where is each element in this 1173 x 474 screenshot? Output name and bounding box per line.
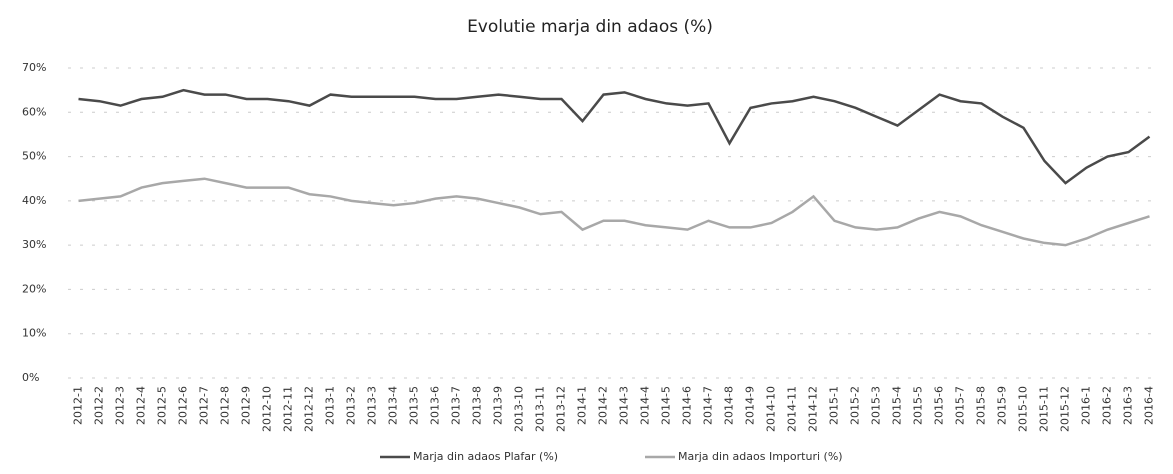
x-tick-label: 2013-2 xyxy=(345,386,358,425)
x-tick-label: 2012-6 xyxy=(177,386,190,425)
x-tick-label: 2013-11 xyxy=(534,386,547,432)
legend-label: Marja din adaos Importuri (%) xyxy=(678,450,843,463)
x-tick-label: 2012-7 xyxy=(198,386,211,425)
x-tick-label: 2012-4 xyxy=(135,386,148,425)
x-tick-label: 2015-1 xyxy=(828,386,841,425)
x-tick-label: 2014-6 xyxy=(681,386,694,425)
x-tick-label: 2013-4 xyxy=(387,386,400,425)
x-tick-label: 2014-4 xyxy=(639,386,652,425)
x-tick-label: 2015-6 xyxy=(933,386,946,425)
chart-title: Evolutie marja din adaos (%) xyxy=(467,17,713,37)
x-tick-label: 2014-10 xyxy=(765,386,778,432)
x-tick-label: 2012-8 xyxy=(219,386,232,425)
x-tick-label: 2012-5 xyxy=(156,386,169,425)
y-tick-label: 40% xyxy=(22,194,46,207)
y-tick-label: 20% xyxy=(22,282,46,295)
x-tick-label: 2012-11 xyxy=(282,386,295,432)
x-tick-label: 2012-3 xyxy=(114,386,127,425)
x-tick-label: 2014-7 xyxy=(702,386,715,425)
x-tick-label: 2013-6 xyxy=(429,386,442,425)
x-tick-label: 2014-5 xyxy=(660,386,673,425)
x-tick-label: 2012-10 xyxy=(261,386,274,432)
x-tick-label: 2015-5 xyxy=(912,386,925,425)
x-tick-label: 2014-8 xyxy=(723,386,736,425)
x-tick-label: 2014-11 xyxy=(786,386,799,432)
x-tick-label: 2016-3 xyxy=(1122,386,1135,425)
x-tick-label: 2013-10 xyxy=(513,386,526,432)
x-tick-label: 2015-9 xyxy=(996,386,1009,425)
series-line xyxy=(78,177,1150,247)
x-tick-label: 2013-1 xyxy=(324,386,337,425)
x-tick-label: 2015-3 xyxy=(870,386,883,425)
y-tick-label: 70% xyxy=(22,61,46,74)
x-tick-label: 2015-7 xyxy=(954,386,967,425)
x-tick-label: 2013-8 xyxy=(471,386,484,425)
y-tick-label: 50% xyxy=(22,150,46,163)
y-tick-label: 60% xyxy=(22,105,46,118)
x-tick-label: 2013-5 xyxy=(408,386,421,425)
x-tick-label: 2016-4 xyxy=(1143,386,1156,425)
x-tick-label: 2015-10 xyxy=(1017,386,1030,432)
x-tick-label: 2014-9 xyxy=(744,386,757,425)
x-tick-label: 2014-2 xyxy=(597,386,610,425)
y-tick-label: 0% xyxy=(22,371,39,384)
x-tick-label: 2015-8 xyxy=(975,386,988,425)
x-tick-label: 2014-3 xyxy=(618,386,631,425)
x-tick-label: 2013-7 xyxy=(450,386,463,425)
x-tick-label: 2012-1 xyxy=(72,386,85,425)
x-tick-label: 2013-9 xyxy=(492,386,505,425)
x-tick-label: 2015-4 xyxy=(891,386,904,425)
x-tick-label: 2016-2 xyxy=(1101,386,1114,425)
x-tick-label: 2014-1 xyxy=(576,386,589,425)
x-tick-label: 2013-12 xyxy=(555,386,568,432)
x-tick-label: 2012-9 xyxy=(240,386,253,425)
series-line xyxy=(78,88,1151,185)
x-tick-label: 2015-12 xyxy=(1059,386,1072,432)
y-tick-label: 10% xyxy=(22,327,46,340)
x-tick-label: 2016-1 xyxy=(1080,386,1093,425)
x-tick-label: 2012-12 xyxy=(303,386,316,432)
x-tick-label: 2015-2 xyxy=(849,386,862,425)
x-tick-label: 2013-3 xyxy=(366,386,379,425)
x-tick-label: 2012-2 xyxy=(93,386,106,425)
y-tick-label: 30% xyxy=(22,238,46,251)
x-tick-label: 2014-12 xyxy=(807,386,820,432)
legend-label: Marja din adaos Plafar (%) xyxy=(413,450,558,463)
x-tick-label: 2015-11 xyxy=(1038,386,1051,432)
